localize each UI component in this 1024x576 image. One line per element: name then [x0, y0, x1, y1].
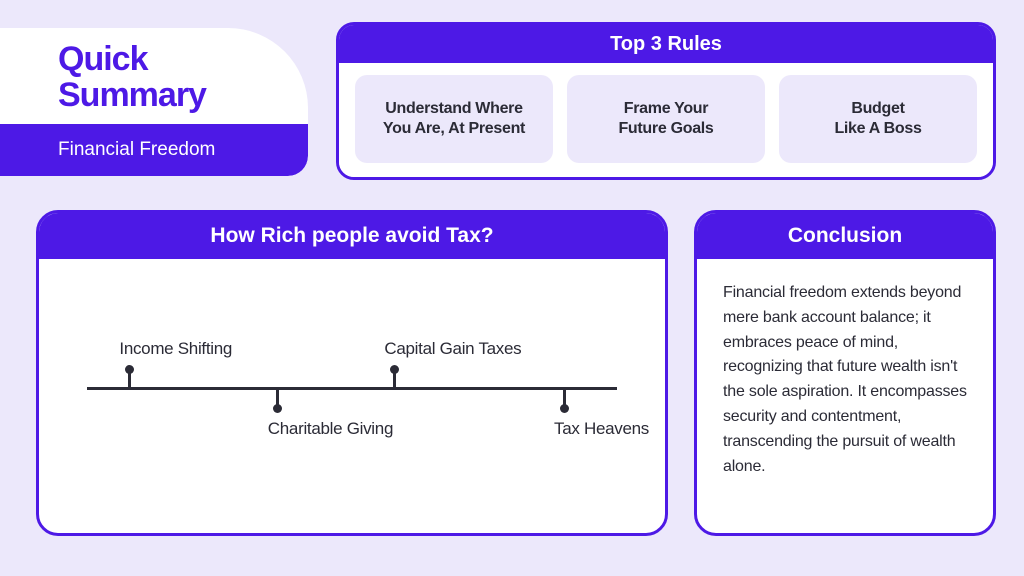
summary-subtitle: Financial Freedom — [58, 139, 215, 161]
timeline-dot — [273, 404, 282, 413]
timeline-label: Income Shifting — [119, 339, 232, 359]
timeline-dot — [125, 365, 134, 374]
timeline-label: Capital Gain Taxes — [384, 339, 521, 359]
rule-box-2: Frame Your Future Goals — [567, 75, 765, 163]
rules-card: Top 3 Rules Understand Where You Are, At… — [336, 22, 996, 180]
tax-card: How Rich people avoid Tax? Income Shifti… — [36, 210, 668, 536]
timeline-label: Charitable Giving — [268, 419, 393, 439]
timeline-dot — [560, 404, 569, 413]
summary-pill: Quick Summary Financial Freedom — [0, 28, 308, 176]
timeline-label: Tax Heavens — [554, 419, 649, 439]
rule-box-3: Budget Like A Boss — [779, 75, 977, 163]
conclusion-header: Conclusion — [697, 213, 993, 259]
timeline-dot — [390, 365, 399, 374]
tax-timeline: Income Shifting Charitable Giving Capital … — [39, 259, 665, 533]
conclusion-body: Financial freedom extends beyond mere ba… — [697, 259, 993, 501]
conclusion-card: Conclusion Financial freedom extends bey… — [694, 210, 996, 536]
rules-body: Understand Where You Are, At Present Fra… — [339, 63, 993, 177]
tax-header: How Rich people avoid Tax? — [39, 213, 665, 259]
summary-subtitle-bar: Financial Freedom — [0, 124, 308, 176]
rule-box-1: Understand Where You Are, At Present — [355, 75, 553, 163]
rules-header: Top 3 Rules — [339, 25, 993, 63]
summary-title: Quick Summary — [58, 42, 206, 113]
timeline-axis — [87, 387, 617, 390]
